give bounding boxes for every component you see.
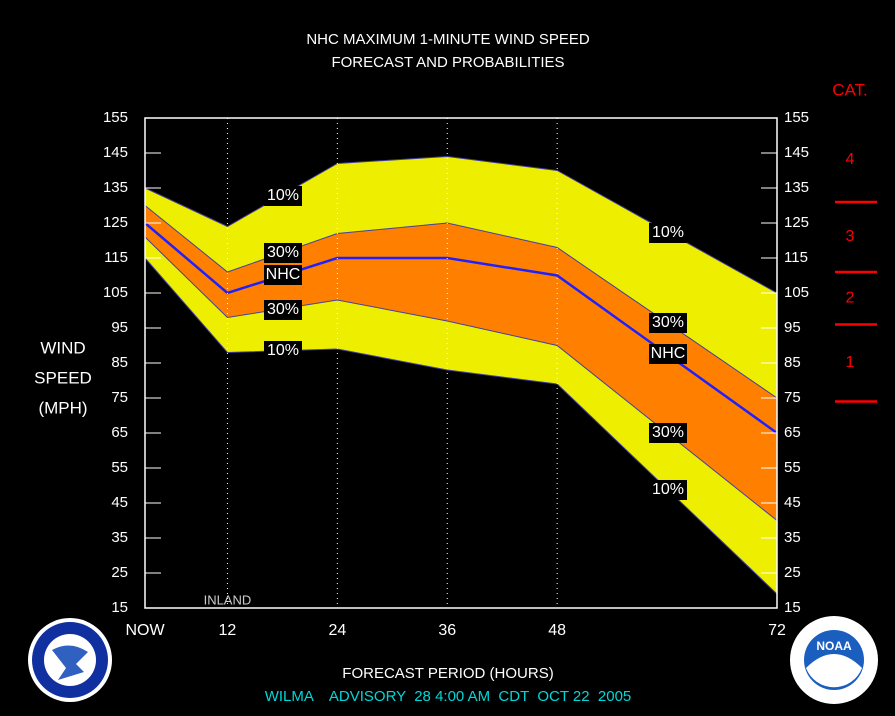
y-axis-label: (MPH)	[38, 398, 87, 417]
y-axis-label: SPEED	[34, 368, 92, 387]
series-label: 30%	[652, 424, 684, 441]
series-label: 10%	[652, 481, 684, 498]
label-bg	[649, 423, 687, 443]
y-axis-label: WIND	[40, 338, 85, 357]
y2-tick-label: 145	[784, 144, 809, 161]
band-area	[145, 205, 777, 521]
y2-tick-label: 25	[784, 564, 801, 581]
chart-title: NHC MAXIMUM 1-MINUTE WIND SPEED	[306, 31, 590, 48]
y2-tick-label: 85	[784, 354, 801, 371]
y-tick-label: 75	[111, 389, 128, 406]
x-tick-label: 48	[548, 622, 566, 639]
y-tick-label: 85	[111, 354, 128, 371]
band-edge	[144, 236, 778, 521]
series-label: 10%	[267, 187, 299, 204]
band-edge	[144, 257, 778, 595]
y2-tick-label: 125	[784, 214, 809, 231]
y2-tick-label: 65	[784, 424, 801, 441]
series-label: 30%	[267, 301, 299, 318]
y-tick-label: 55	[111, 459, 128, 476]
category-label: 2	[846, 289, 855, 306]
series-label: NHC	[266, 266, 301, 283]
label-bg	[649, 344, 687, 364]
category-label: 1	[846, 354, 855, 371]
y-tick-label: 145	[103, 144, 128, 161]
label-bg	[264, 186, 302, 206]
footer: WILMA ADVISORY 28 4:00 AM CDT OCT 22 200…	[265, 688, 632, 705]
noaa-logo: NOAA	[790, 616, 878, 704]
y-tick-label: 15	[111, 599, 128, 616]
y-tick-label: 125	[103, 214, 128, 231]
x-tick-label: 72	[768, 622, 786, 639]
logo-icon	[52, 645, 88, 680]
y2-tick-label: 15	[784, 599, 801, 616]
label-bg	[264, 300, 302, 320]
label-bg	[264, 341, 302, 361]
x-tick-label: 36	[438, 622, 456, 639]
series-label: NHC	[651, 345, 686, 362]
band-edge	[144, 205, 778, 399]
nhc-line	[144, 222, 778, 435]
category-label: 3	[846, 228, 855, 245]
y-tick-label: 45	[111, 494, 128, 511]
nws-logo	[28, 618, 112, 702]
y2-tick-label: 45	[784, 494, 801, 511]
y2-tick-label: 95	[784, 319, 801, 336]
y2-tick-label: 35	[784, 529, 801, 546]
y-tick-label: 135	[103, 179, 128, 196]
category-label: 4	[846, 151, 855, 168]
y2-tick-label: 55	[784, 459, 801, 476]
y2-tick-label: 105	[784, 284, 809, 301]
y2-tick-label: 135	[784, 179, 809, 196]
series-label: 30%	[652, 314, 684, 331]
label-bg	[649, 313, 687, 333]
x-tick-label: NOW	[125, 622, 165, 639]
band-edge	[144, 155, 778, 294]
label-bg	[649, 223, 687, 243]
y-tick-label: 25	[111, 564, 128, 581]
chart-subtitle: FORECAST AND PROBABILITIES	[331, 54, 564, 71]
label-bg	[264, 265, 302, 285]
y2-tick-label: 155	[784, 109, 809, 126]
logo-wave	[806, 654, 862, 688]
category-title: CAT.	[832, 80, 868, 99]
label-bg	[649, 480, 687, 500]
series-label: 30%	[267, 244, 299, 261]
y2-tick-label: 75	[784, 389, 801, 406]
logo-text: NOAA	[816, 639, 852, 653]
y2-tick-label: 115	[784, 249, 808, 266]
y-tick-label: 105	[103, 284, 128, 301]
annotation: INLAND	[204, 592, 252, 607]
x-tick-label: 12	[219, 622, 237, 639]
y-tick-label: 95	[111, 319, 128, 336]
series-label: 10%	[652, 224, 684, 241]
y-tick-label: 35	[111, 529, 128, 546]
label-bg	[264, 243, 302, 263]
x-axis-label: FORECAST PERIOD (HOURS)	[342, 665, 553, 682]
y-tick-label: 115	[104, 249, 128, 266]
series-label: 10%	[267, 342, 299, 359]
y-tick-label: 155	[103, 109, 128, 126]
y-tick-label: 65	[111, 424, 128, 441]
x-tick-label: 24	[328, 622, 346, 639]
